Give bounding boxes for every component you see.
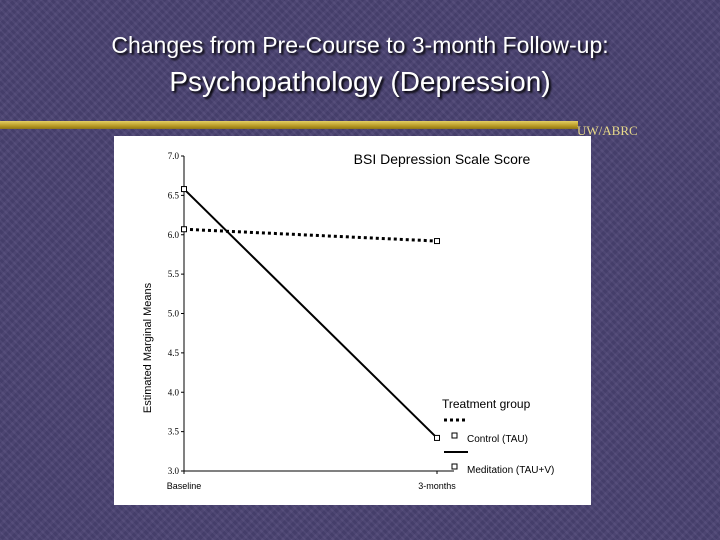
y-tick-label: 6.5	[168, 190, 180, 200]
y-tick-label: 3.0	[168, 466, 180, 476]
source-label: UW/ABRC	[577, 123, 638, 138]
y-tick-label: 5.5	[168, 269, 180, 279]
y-tick-label: 7.0	[168, 151, 180, 161]
data-point-marker	[434, 238, 440, 245]
y-tick-label: 4.0	[168, 387, 180, 397]
line-chart: BSI Depression Scale Score 7.0 6.5 6.0 5.5 5.…	[142, 151, 554, 491]
y-tick-label: 6.0	[168, 230, 180, 240]
chart-title: BSI Depression Scale Score	[354, 151, 531, 167]
series-line	[183, 188, 438, 439]
data-point-marker	[181, 186, 187, 193]
title-divider	[0, 121, 578, 129]
y-tick-label: 4.5	[168, 348, 180, 358]
legend-marker-swatch	[451, 432, 458, 439]
x-tick-label: 3-months	[418, 481, 456, 491]
legend-label: Control (TAU)	[467, 434, 528, 445]
y-tick-label: 5.0	[168, 309, 180, 319]
chart-panel: BSI Depression Scale Score 7.0 6.5 6.0 5.5 5.…	[114, 136, 591, 505]
y-axis-label: Estimated Marginal Means	[142, 282, 154, 413]
legend-title: Treatment group	[442, 397, 531, 411]
y-tick-label: 3.5	[168, 427, 180, 437]
data-point-marker	[181, 226, 187, 233]
legend-label: Meditation (TAU+V)	[467, 465, 554, 476]
series-line	[183, 227, 438, 243]
data-point-marker	[434, 434, 440, 441]
slide-title-line2: Psychopathology (Depression)	[169, 66, 551, 97]
slide-title-line1: Changes from Pre-Course to 3-month Follo…	[111, 32, 609, 58]
x-tick-label: Baseline	[167, 481, 202, 491]
legend-marker-swatch	[451, 463, 458, 470]
